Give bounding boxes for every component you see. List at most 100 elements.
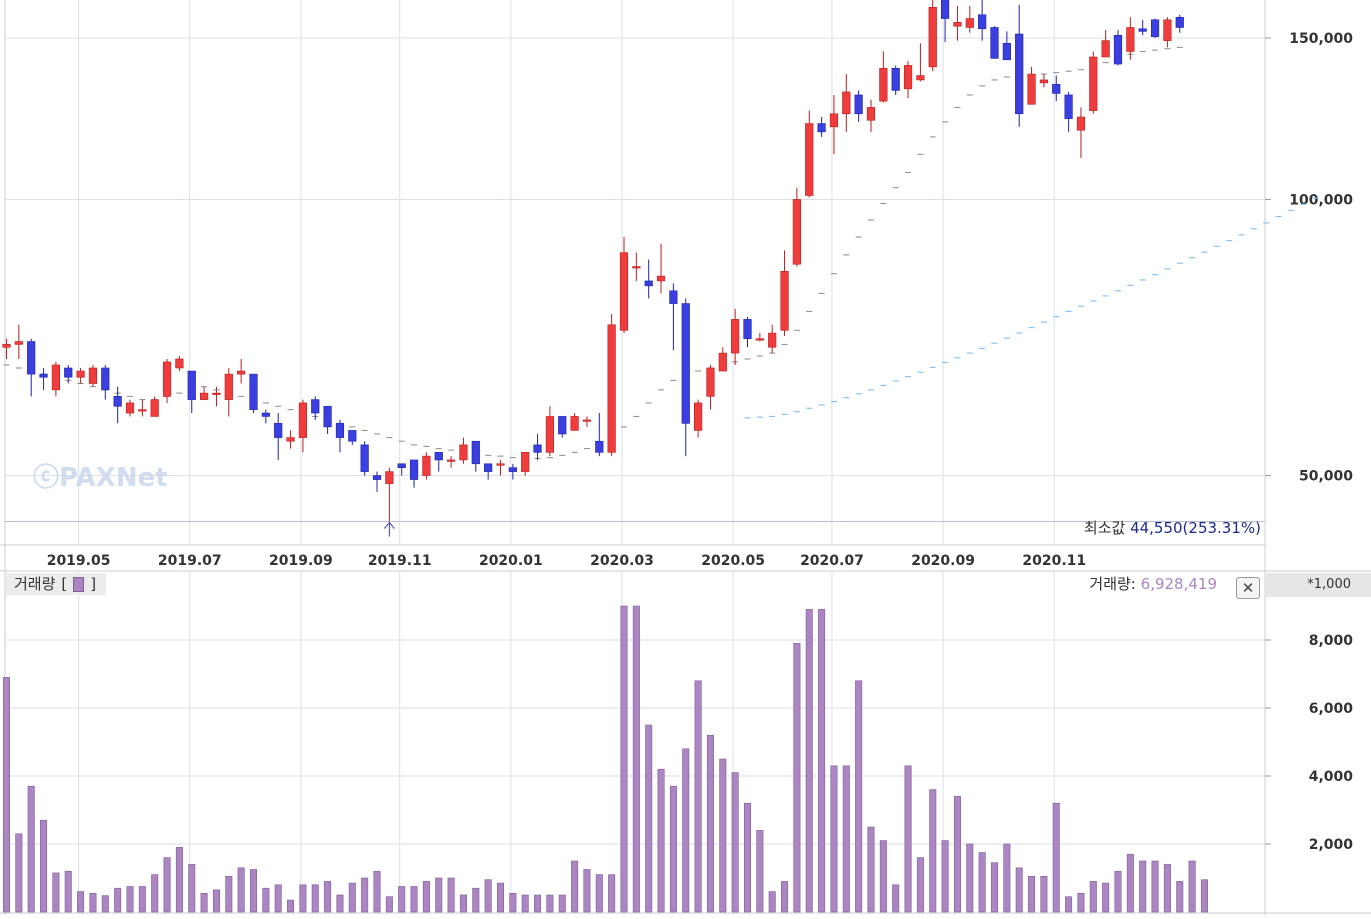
volume-bar: [138, 886, 146, 913]
candle-body: [224, 373, 233, 400]
candle-body: [298, 402, 308, 438]
volume-bar: [1163, 864, 1171, 913]
price-axis-label: 100,000: [1289, 192, 1353, 208]
candle-body: [76, 370, 85, 378]
candle-body: [681, 303, 690, 424]
volume-bar: [620, 605, 628, 913]
volume-bar: [706, 734, 714, 913]
volume-bar: [361, 877, 369, 913]
candle-body: [200, 392, 209, 400]
volume-bar: [324, 881, 332, 913]
candle-body: [755, 338, 764, 341]
volume-bar: [274, 884, 282, 913]
volume-bar: [978, 852, 986, 913]
volume-bar: [422, 881, 430, 913]
candle-body: [508, 467, 517, 472]
volume-bar: [212, 889, 220, 913]
candle-body: [175, 358, 184, 369]
volume-bar: [348, 882, 356, 913]
candle-body: [409, 459, 419, 480]
volume-bar: [484, 879, 492, 913]
volume-bar: [558, 894, 566, 913]
min-marker-arrow-head: [383, 521, 395, 529]
volume-bar: [459, 894, 467, 913]
volume-bar: [52, 872, 60, 913]
volume-bar: [916, 857, 924, 913]
volume-bar: [521, 894, 529, 913]
candle-body: [360, 444, 369, 472]
volume-multiplier: *1,000: [1266, 573, 1371, 597]
volume-bar: [373, 870, 381, 913]
volume-bar: [77, 891, 85, 913]
volume-bar: [743, 802, 751, 913]
volume-bar: [953, 796, 961, 913]
volume-bar: [2, 677, 11, 913]
candle-body: [990, 27, 999, 59]
volume-bar: [175, 847, 183, 913]
candle-body: [64, 367, 73, 378]
candle-body: [1113, 35, 1123, 65]
volume-bar: [15, 833, 23, 913]
candle-body: [1039, 79, 1048, 84]
candle-body: [212, 392, 221, 395]
candle-body: [706, 367, 715, 397]
volume-bar: [1028, 875, 1036, 913]
candle-body: [88, 367, 98, 384]
x-tick-label: 2020.05: [701, 553, 765, 569]
candle-body: [1027, 73, 1036, 105]
candle-body: [138, 409, 147, 412]
candle-body: [595, 440, 604, 453]
candle-body: [2, 344, 11, 348]
volume-bar: [336, 894, 344, 913]
volume-bar: [990, 862, 998, 913]
close-panel-button[interactable]: ✕: [1236, 577, 1260, 599]
volume-bar: [1139, 860, 1147, 913]
price-axis-label: 150,000: [1289, 31, 1353, 47]
min-value-label: 최소값: [1084, 519, 1130, 537]
candle-body: [101, 367, 110, 391]
volume-bar: [509, 892, 517, 913]
candle-body: [1138, 28, 1147, 32]
candle-body: [1064, 94, 1073, 119]
candle-body: [805, 123, 814, 196]
volume-bar: [669, 785, 677, 913]
candle-body: [434, 452, 443, 461]
price-axis-label: 50,000: [1299, 469, 1353, 485]
watermark: ⓒPAXNet: [33, 462, 168, 493]
volume-panel-title[interactable]: 거래량 []: [6, 573, 107, 595]
candle-body: [607, 324, 616, 453]
x-tick-label: 2019.07: [158, 553, 222, 569]
candle-body: [928, 7, 937, 68]
volume-bar: [583, 869, 591, 913]
x-tick-label: 2020.07: [800, 553, 864, 569]
candle-body: [582, 419, 592, 422]
candle-body: [372, 475, 382, 480]
x-tick-label: 2019.05: [47, 553, 111, 569]
y-axis-area: [1265, 0, 1371, 915]
volume-axis-label: 8,000: [1309, 633, 1354, 649]
volume-bar: [126, 886, 134, 913]
volume-bar: [89, 892, 97, 913]
candle-body: [903, 65, 913, 90]
candle-body: [891, 67, 900, 91]
volume-axis-label: 4,000: [1309, 769, 1354, 785]
candle-body: [39, 373, 48, 378]
candle-body: [422, 455, 431, 476]
candle-body: [693, 402, 703, 431]
volume-bar: [435, 877, 443, 913]
volume-bar: [311, 884, 319, 913]
volume-bar: [830, 765, 838, 913]
x-axis-area: [0, 545, 1265, 571]
candle-body: [1015, 33, 1024, 115]
candle-body: [521, 452, 530, 472]
volume-readout: 거래량: 6,928,419: [1089, 573, 1217, 594]
candle-body: [162, 361, 172, 397]
volume-bar: [1040, 875, 1048, 913]
volume-bar: [225, 875, 233, 913]
candle-body: [1076, 116, 1086, 131]
candle-body: [459, 444, 468, 461]
volume-readout-value: 6,928,419: [1140, 575, 1217, 593]
candle-body: [311, 399, 320, 414]
candle-body: [978, 14, 987, 30]
